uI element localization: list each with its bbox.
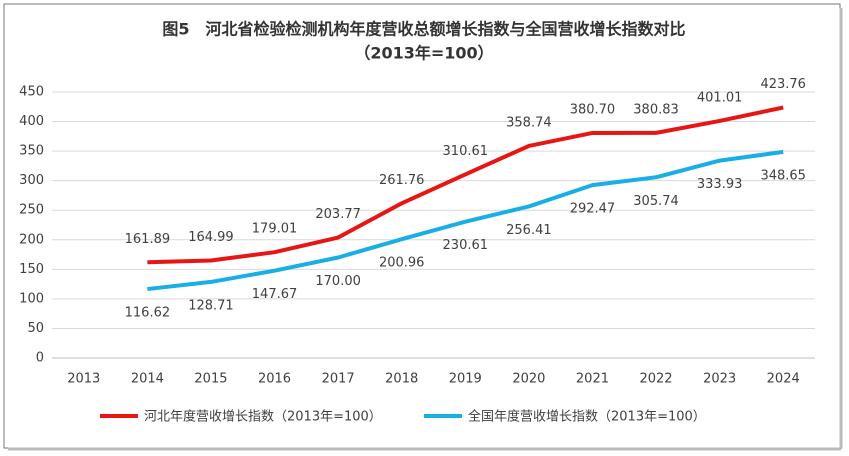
y-tick-label: 400 [19,114,44,129]
data-label: 256.41 [506,223,552,238]
data-label: 179.01 [252,222,298,237]
chart-subtitle: （2013年=100） [354,44,493,63]
data-label: 423.76 [760,77,806,92]
data-label: 292.47 [570,202,616,217]
data-label: 380.70 [570,102,616,117]
x-tick-label: 2013 [67,372,100,387]
data-label: 161.89 [125,232,171,247]
y-tick-label: 0 [36,351,44,366]
data-label: 401.01 [697,90,743,105]
data-label: 203.77 [315,207,361,222]
data-label: 128.71 [188,298,234,313]
data-label: 348.65 [760,168,806,183]
y-tick-label: 50 [27,321,44,336]
data-line [147,149,784,292]
y-tick-label: 200 [19,232,44,247]
x-tick-label: 2017 [322,372,355,387]
x-tick-label: 2024 [767,372,800,387]
data-label: 305.74 [633,194,679,209]
x-tick-label: 2015 [194,372,227,387]
chart-title: 图5 河北省检验检测机构年度营收总额增长指数与全国营收增长指数对比 [162,20,685,39]
data-label: 333.93 [697,177,743,192]
data-label: 380.83 [633,102,679,117]
y-tick-label: 350 [19,144,44,159]
x-tick-label: 2019 [449,372,482,387]
data-label: 164.99 [188,230,234,245]
y-tick-label: 450 [19,85,44,100]
x-tick-label: 2022 [639,372,672,387]
x-tick-label: 2023 [703,372,736,387]
x-tick-label: 2021 [576,372,609,387]
frame [3,3,841,449]
data-label: 116.62 [125,306,171,321]
data-label: 147.67 [252,287,298,302]
data-line [147,105,784,265]
x-tick-label: 2020 [512,372,545,387]
data-label: 230.61 [443,238,489,253]
x-tick-label: 2014 [131,372,164,387]
legend-label: 河北年度营收增长指数（2013年=100） [144,409,382,425]
y-tick-label: 250 [19,203,44,218]
data-label: 310.61 [443,144,489,159]
data-label: 358.74 [506,115,552,130]
x-tick-label: 2016 [258,372,291,387]
data-label: 261.76 [379,173,425,188]
x-tick-label: 2018 [385,372,418,387]
data-label: 200.96 [379,256,425,271]
data-label: 170.00 [315,274,361,289]
legend-label: 全国年度营收增长指数（2013年=100） [468,409,706,425]
y-tick-label: 100 [19,291,44,306]
y-tick-label: 300 [19,173,44,188]
y-tick-label: 150 [19,262,44,277]
